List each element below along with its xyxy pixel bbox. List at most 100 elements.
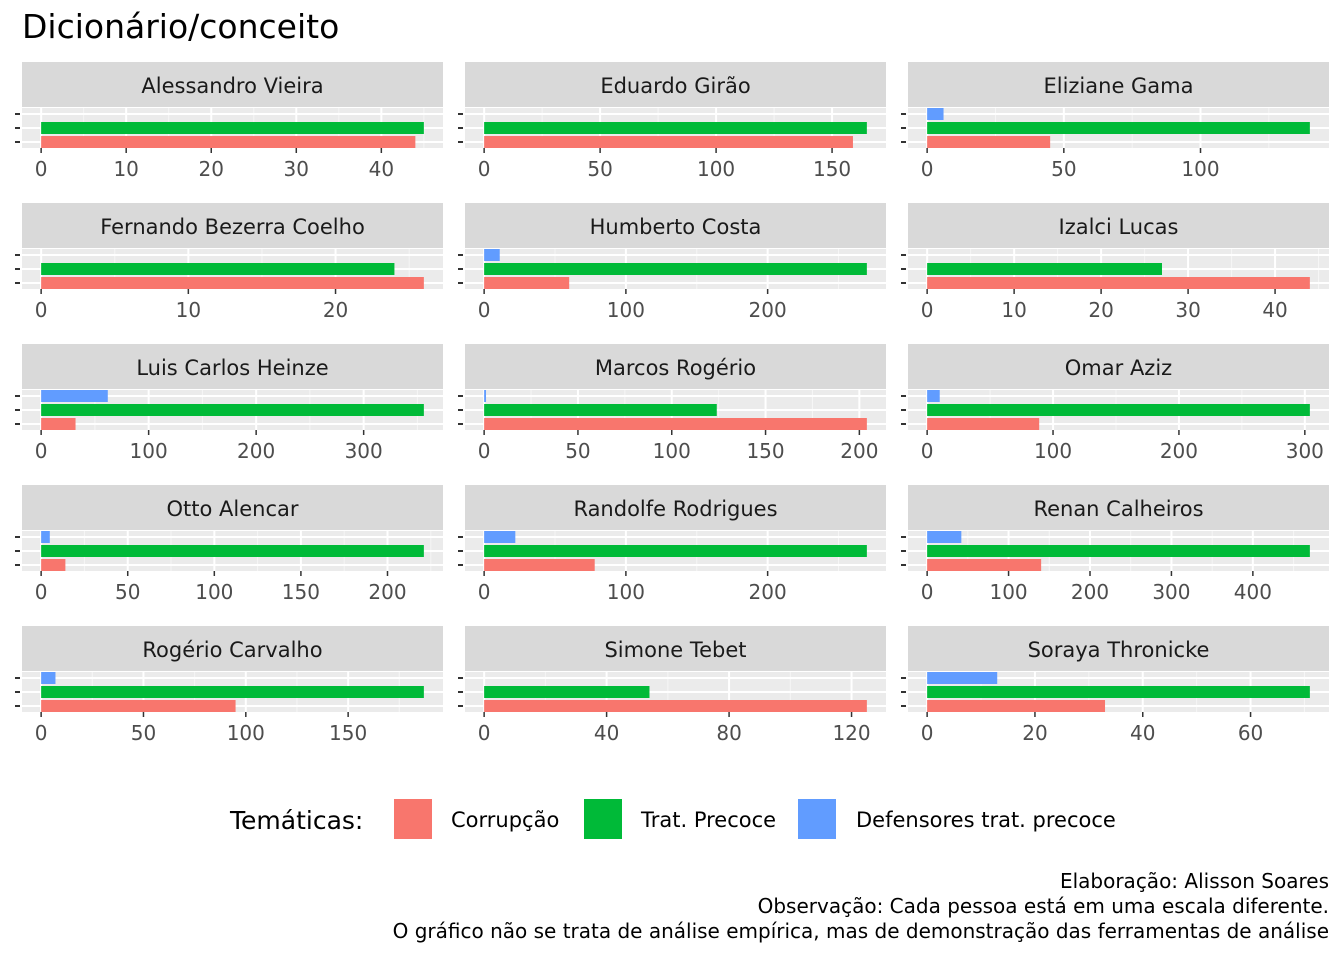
x-tick-label: 200 xyxy=(1071,580,1109,604)
caption: Elaboração: Alisson Soares Observação: C… xyxy=(393,869,1329,943)
legend-key-corrupcao xyxy=(392,797,434,841)
bar-corrupcao xyxy=(484,136,853,148)
bar-defensores xyxy=(41,672,56,684)
bar-corrupcao xyxy=(927,136,1051,148)
legend-key-trat-precoce xyxy=(582,797,624,841)
x-tick-label: 200 xyxy=(237,439,275,463)
strip-soraya-thronicke xyxy=(908,626,1329,671)
legend-label-corrupcao: Corrupção xyxy=(451,808,559,832)
x-tick-label: 60 xyxy=(1238,721,1263,745)
strip-renan-calheiros xyxy=(908,485,1329,530)
bar-corrupcao xyxy=(484,418,867,430)
x-tick-label: 100 xyxy=(130,439,168,463)
x-tick-label: 100 xyxy=(227,721,265,745)
x-tick-label: 0 xyxy=(921,298,934,322)
x-tick-label: 40 xyxy=(1130,721,1155,745)
x-tick-label: 100 xyxy=(607,298,645,322)
x-tick-label: 80 xyxy=(716,721,741,745)
strip-label: Marcos Rogério xyxy=(595,356,756,380)
x-tick-label: 100 xyxy=(607,580,645,604)
x-tick-label: 120 xyxy=(832,721,870,745)
panel-eliziane-gama: Eliziane Gama 0 50 100 xyxy=(901,62,1329,181)
bar-defensores xyxy=(927,672,998,684)
legend-label-trat-precoce: Trat. Precoce xyxy=(640,808,776,832)
panel-randolfe-rodrigues: Randolfe Rodrigues 0 100 200 xyxy=(458,485,886,604)
panel-luis-carlos-heinze: Luis Carlos Heinze 0 100 200 300 xyxy=(15,344,443,463)
strip-randolfe-rodrigues xyxy=(465,485,886,530)
bar-defensores xyxy=(484,249,500,261)
x-tick-label: 150 xyxy=(282,580,320,604)
legend: Temáticas: Corrupção Trat. Precoce Defen… xyxy=(229,797,1116,841)
strip-izalci-lucas xyxy=(908,203,1329,248)
strip-label: Simone Tebet xyxy=(604,638,746,662)
x-tick-label: 50 xyxy=(1051,157,1076,181)
x-tick-label: 100 xyxy=(697,157,735,181)
x-tick-label: 200 xyxy=(1160,439,1198,463)
x-tick-label: 10 xyxy=(1001,298,1026,322)
x-tick-label: 200 xyxy=(840,439,878,463)
x-tick-label: 200 xyxy=(368,580,406,604)
legend-label-defensores: Defensores trat. precoce xyxy=(856,808,1116,832)
bar-corrupcao xyxy=(41,559,66,571)
bar-corrupcao xyxy=(484,559,595,571)
bar-corrupcao xyxy=(927,418,1040,430)
strip-alessandro-vieira xyxy=(22,62,443,107)
x-tick-label: 0 xyxy=(921,439,934,463)
bar-corrupcao xyxy=(41,136,416,148)
caption-line-2: Observação: Cada pessoa está em uma esca… xyxy=(758,894,1329,918)
bar-trat-precoce xyxy=(41,122,424,134)
bar-corrupcao xyxy=(41,418,76,430)
bar-defensores xyxy=(484,531,516,543)
strip-label: Luis Carlos Heinze xyxy=(136,356,328,380)
x-tick-label: 50 xyxy=(587,157,612,181)
bar-trat-precoce xyxy=(484,404,717,416)
x-tick-label: 100 xyxy=(1181,157,1219,181)
strip-label: Izalci Lucas xyxy=(1059,215,1179,239)
panel-marcos-rogerio: Marcos Rogério 0 50 100 150 200 xyxy=(458,344,886,463)
legend-title: Temáticas: xyxy=(229,806,363,835)
strip-fernando-bezerra-coelho xyxy=(22,203,443,248)
x-tick-label: 100 xyxy=(1034,439,1072,463)
bar-trat-precoce xyxy=(484,122,867,134)
panel-otto-alencar: Otto Alencar 0 50 100 150 200 xyxy=(15,485,443,604)
panel-renan-calheiros: Renan Calheiros 0 100 200 300 400 xyxy=(901,485,1329,604)
panel-fernando-bezerra-coelho: Fernando Bezerra Coelho 0 10 20 xyxy=(15,203,443,322)
strip-marcos-rogerio xyxy=(465,344,886,389)
bar-defensores xyxy=(41,390,108,402)
bar-defensores xyxy=(484,390,487,402)
bar-corrupcao xyxy=(927,277,1310,289)
x-tick-label: 300 xyxy=(345,439,383,463)
strip-label: Omar Aziz xyxy=(1065,356,1172,380)
x-tick-label: 0 xyxy=(35,439,48,463)
x-tick-label: 100 xyxy=(989,580,1027,604)
panel-rogerio-carvalho: Rogério Carvalho 0 50 100 150 xyxy=(15,626,443,745)
x-tick-label: 100 xyxy=(653,439,691,463)
x-tick-label: 0 xyxy=(478,580,491,604)
x-tick-label: 0 xyxy=(921,721,934,745)
x-tick-label: 0 xyxy=(478,157,491,181)
x-tick-label: 20 xyxy=(1088,298,1113,322)
x-tick-label: 0 xyxy=(921,580,934,604)
bar-corrupcao xyxy=(41,700,236,712)
bar-defensores xyxy=(927,108,944,120)
bar-defensores xyxy=(927,531,962,543)
strip-label: Rogério Carvalho xyxy=(142,638,322,662)
bar-corrupcao xyxy=(484,700,867,712)
strip-label: Soraya Thronicke xyxy=(1028,638,1210,662)
x-tick-label: 0 xyxy=(35,298,48,322)
strip-label: Randolfe Rodrigues xyxy=(573,497,777,521)
strip-label: Otto Alencar xyxy=(167,497,299,521)
strip-label: Humberto Costa xyxy=(590,215,762,239)
x-tick-label: 50 xyxy=(115,580,140,604)
bar-corrupcao xyxy=(41,277,424,289)
x-tick-label: 40 xyxy=(594,721,619,745)
strip-eduardo-girao xyxy=(465,62,886,107)
strip-label: Renan Calheiros xyxy=(1033,497,1203,521)
strip-rogerio-carvalho xyxy=(22,626,443,671)
x-tick-label: 10 xyxy=(113,157,138,181)
x-tick-label: 20 xyxy=(323,298,348,322)
bar-trat-precoce xyxy=(484,263,867,275)
panel-alessandro-vieira: Alessandro Vieira 0 10 20 30 40 xyxy=(15,62,443,181)
x-tick-label: 40 xyxy=(1262,298,1287,322)
panel-eduardo-girao: Eduardo Girão 0 50 100 150 xyxy=(458,62,886,181)
